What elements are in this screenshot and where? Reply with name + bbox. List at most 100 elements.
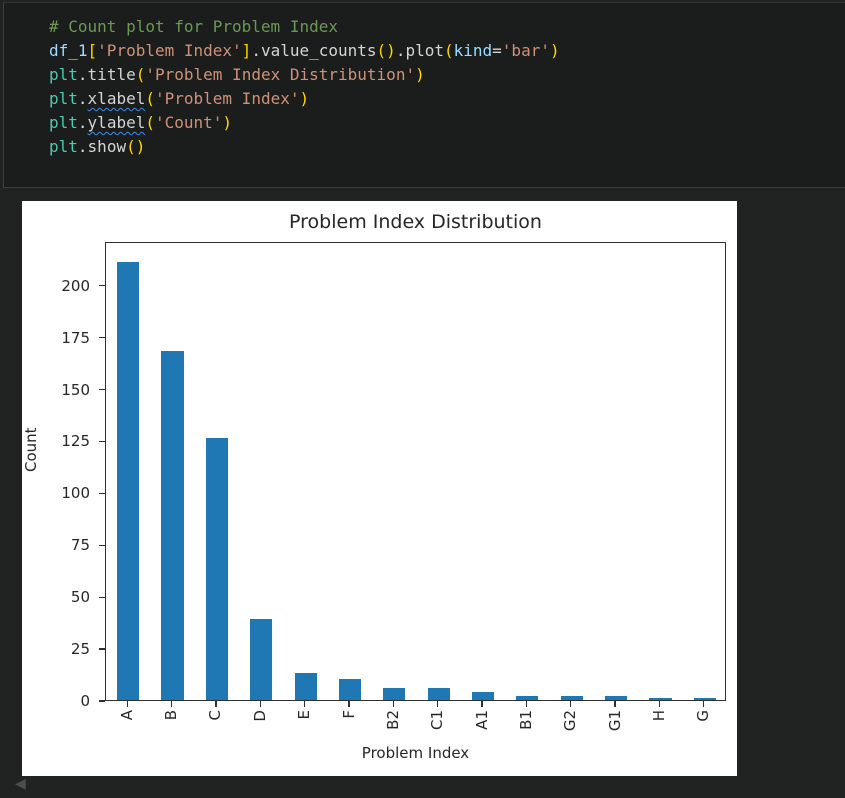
y-tick-label: 125 <box>61 432 90 451</box>
x-tick-mark <box>215 701 217 707</box>
x-tick-label: A <box>117 710 136 721</box>
code-token: ( <box>145 89 155 108</box>
bar-C <box>205 438 228 700</box>
y-tick-mark <box>99 492 105 494</box>
y-tick-label: 0 <box>80 692 90 710</box>
bar-D <box>250 619 273 700</box>
x-tick-label: B2 <box>383 710 402 730</box>
code-line: plt.xlabel('Problem Index') <box>49 87 845 111</box>
x-tick-label: B <box>162 710 180 721</box>
code-token: () <box>126 137 146 156</box>
y-tick-label: 175 <box>61 328 90 347</box>
y-tick-mark <box>99 544 105 546</box>
code-token: ylabel <box>87 113 146 132</box>
bar-B <box>161 351 184 700</box>
y-tick-mark <box>99 700 105 702</box>
code-token: ( <box>443 41 454 60</box>
y-tick-mark <box>99 596 105 598</box>
code-token: = <box>492 41 502 60</box>
code-token: 'Count' <box>154 113 223 132</box>
x-tick-mark <box>481 701 483 707</box>
code-token: 'bar' <box>501 41 550 60</box>
code-token: . <box>395 41 406 60</box>
collapse-left-icon[interactable]: ◀ <box>15 776 26 792</box>
code-line: # Count plot for Problem Index <box>49 15 845 39</box>
bar-E <box>294 673 317 700</box>
code-token: [ <box>87 41 98 60</box>
y-tick-label: 150 <box>61 380 90 399</box>
x-tick-label: G2 <box>561 710 580 732</box>
x-tick-mark <box>437 701 439 707</box>
code-token: plt <box>49 89 78 108</box>
x-tick-label: C1 <box>428 710 447 731</box>
code-token: ] <box>241 41 252 60</box>
code-token: show <box>87 137 127 156</box>
x-tick-label: G1 <box>605 710 624 732</box>
x-tick-label: E <box>295 710 314 720</box>
code-token: df_1 <box>49 41 88 60</box>
code-token: title <box>87 65 136 84</box>
bar-H <box>649 697 672 700</box>
x-tick-mark <box>348 701 350 707</box>
code-token: # Count plot for Problem Index <box>49 17 338 36</box>
x-tick-label: F <box>339 710 358 719</box>
code-token: plot <box>405 41 444 60</box>
bar-A <box>117 261 140 700</box>
code-token: . <box>77 89 88 108</box>
x-tick-label: A1 <box>472 710 491 730</box>
x-tick-label: G <box>694 710 713 722</box>
x-tick-mark <box>570 701 572 707</box>
code-cell[interactable]: # Count plot for Problem Index df_1['Prob… <box>3 2 845 188</box>
x-tick-mark <box>126 701 128 707</box>
x-tick-label: C <box>206 710 225 721</box>
code-token: 'Problem Index' <box>97 41 242 60</box>
y-tick-label: 75 <box>70 536 90 555</box>
y-tick-mark <box>99 440 105 443</box>
code-token: ) <box>549 41 560 60</box>
x-tick-label: B1 <box>516 710 535 730</box>
code-token: . <box>77 65 88 84</box>
code-token: kind <box>453 41 493 60</box>
bar-G <box>693 697 716 700</box>
code-token: ( <box>145 113 155 132</box>
code-token: . <box>77 137 88 156</box>
x-tick-mark <box>303 701 306 707</box>
code-token: () <box>376 41 396 60</box>
x-tick-mark <box>170 701 173 707</box>
y-tick-mark <box>99 284 105 287</box>
x-tick-mark <box>614 701 616 707</box>
code-token: ) <box>222 113 233 132</box>
code-token: ) <box>415 65 425 84</box>
y-tick-mark <box>99 388 105 391</box>
x-axis-label: Problem Index <box>361 744 470 762</box>
figure-output: Problem Index Distribution 0 25 50 75 100 125… <box>22 201 737 776</box>
bar-F <box>338 679 362 700</box>
x-tick-mark <box>658 701 661 707</box>
code-token: plt <box>49 65 78 84</box>
code-token: . <box>77 113 88 132</box>
y-tick-mark <box>99 648 105 650</box>
bar-G2 <box>560 695 583 700</box>
code-token: ( <box>135 65 146 84</box>
bar-G1 <box>605 695 628 700</box>
code-token: plt <box>49 113 78 132</box>
code-line: plt.title('Problem Index Distribution') <box>49 63 845 87</box>
code-line: plt.show() <box>49 135 845 159</box>
code-token: value_counts <box>260 41 377 60</box>
chart-axes <box>105 242 726 701</box>
x-tick-label: H <box>650 710 668 722</box>
code-line: plt.ylabel('Count') <box>49 111 845 135</box>
code-token: xlabel <box>87 89 146 108</box>
code-token: . <box>251 41 261 60</box>
y-tick-mark <box>99 336 105 339</box>
x-tick-label: D <box>250 710 269 722</box>
x-tick-mark <box>259 701 261 707</box>
x-tick-mark <box>392 701 394 707</box>
x-tick-mark <box>703 701 705 707</box>
bar-B2 <box>383 687 406 700</box>
bar-B1 <box>516 695 539 700</box>
y-tick-label: 50 <box>70 588 90 607</box>
code-token: 'Problem Index' <box>154 89 300 108</box>
code-token: 'Problem Index Distribution' <box>145 65 416 84</box>
